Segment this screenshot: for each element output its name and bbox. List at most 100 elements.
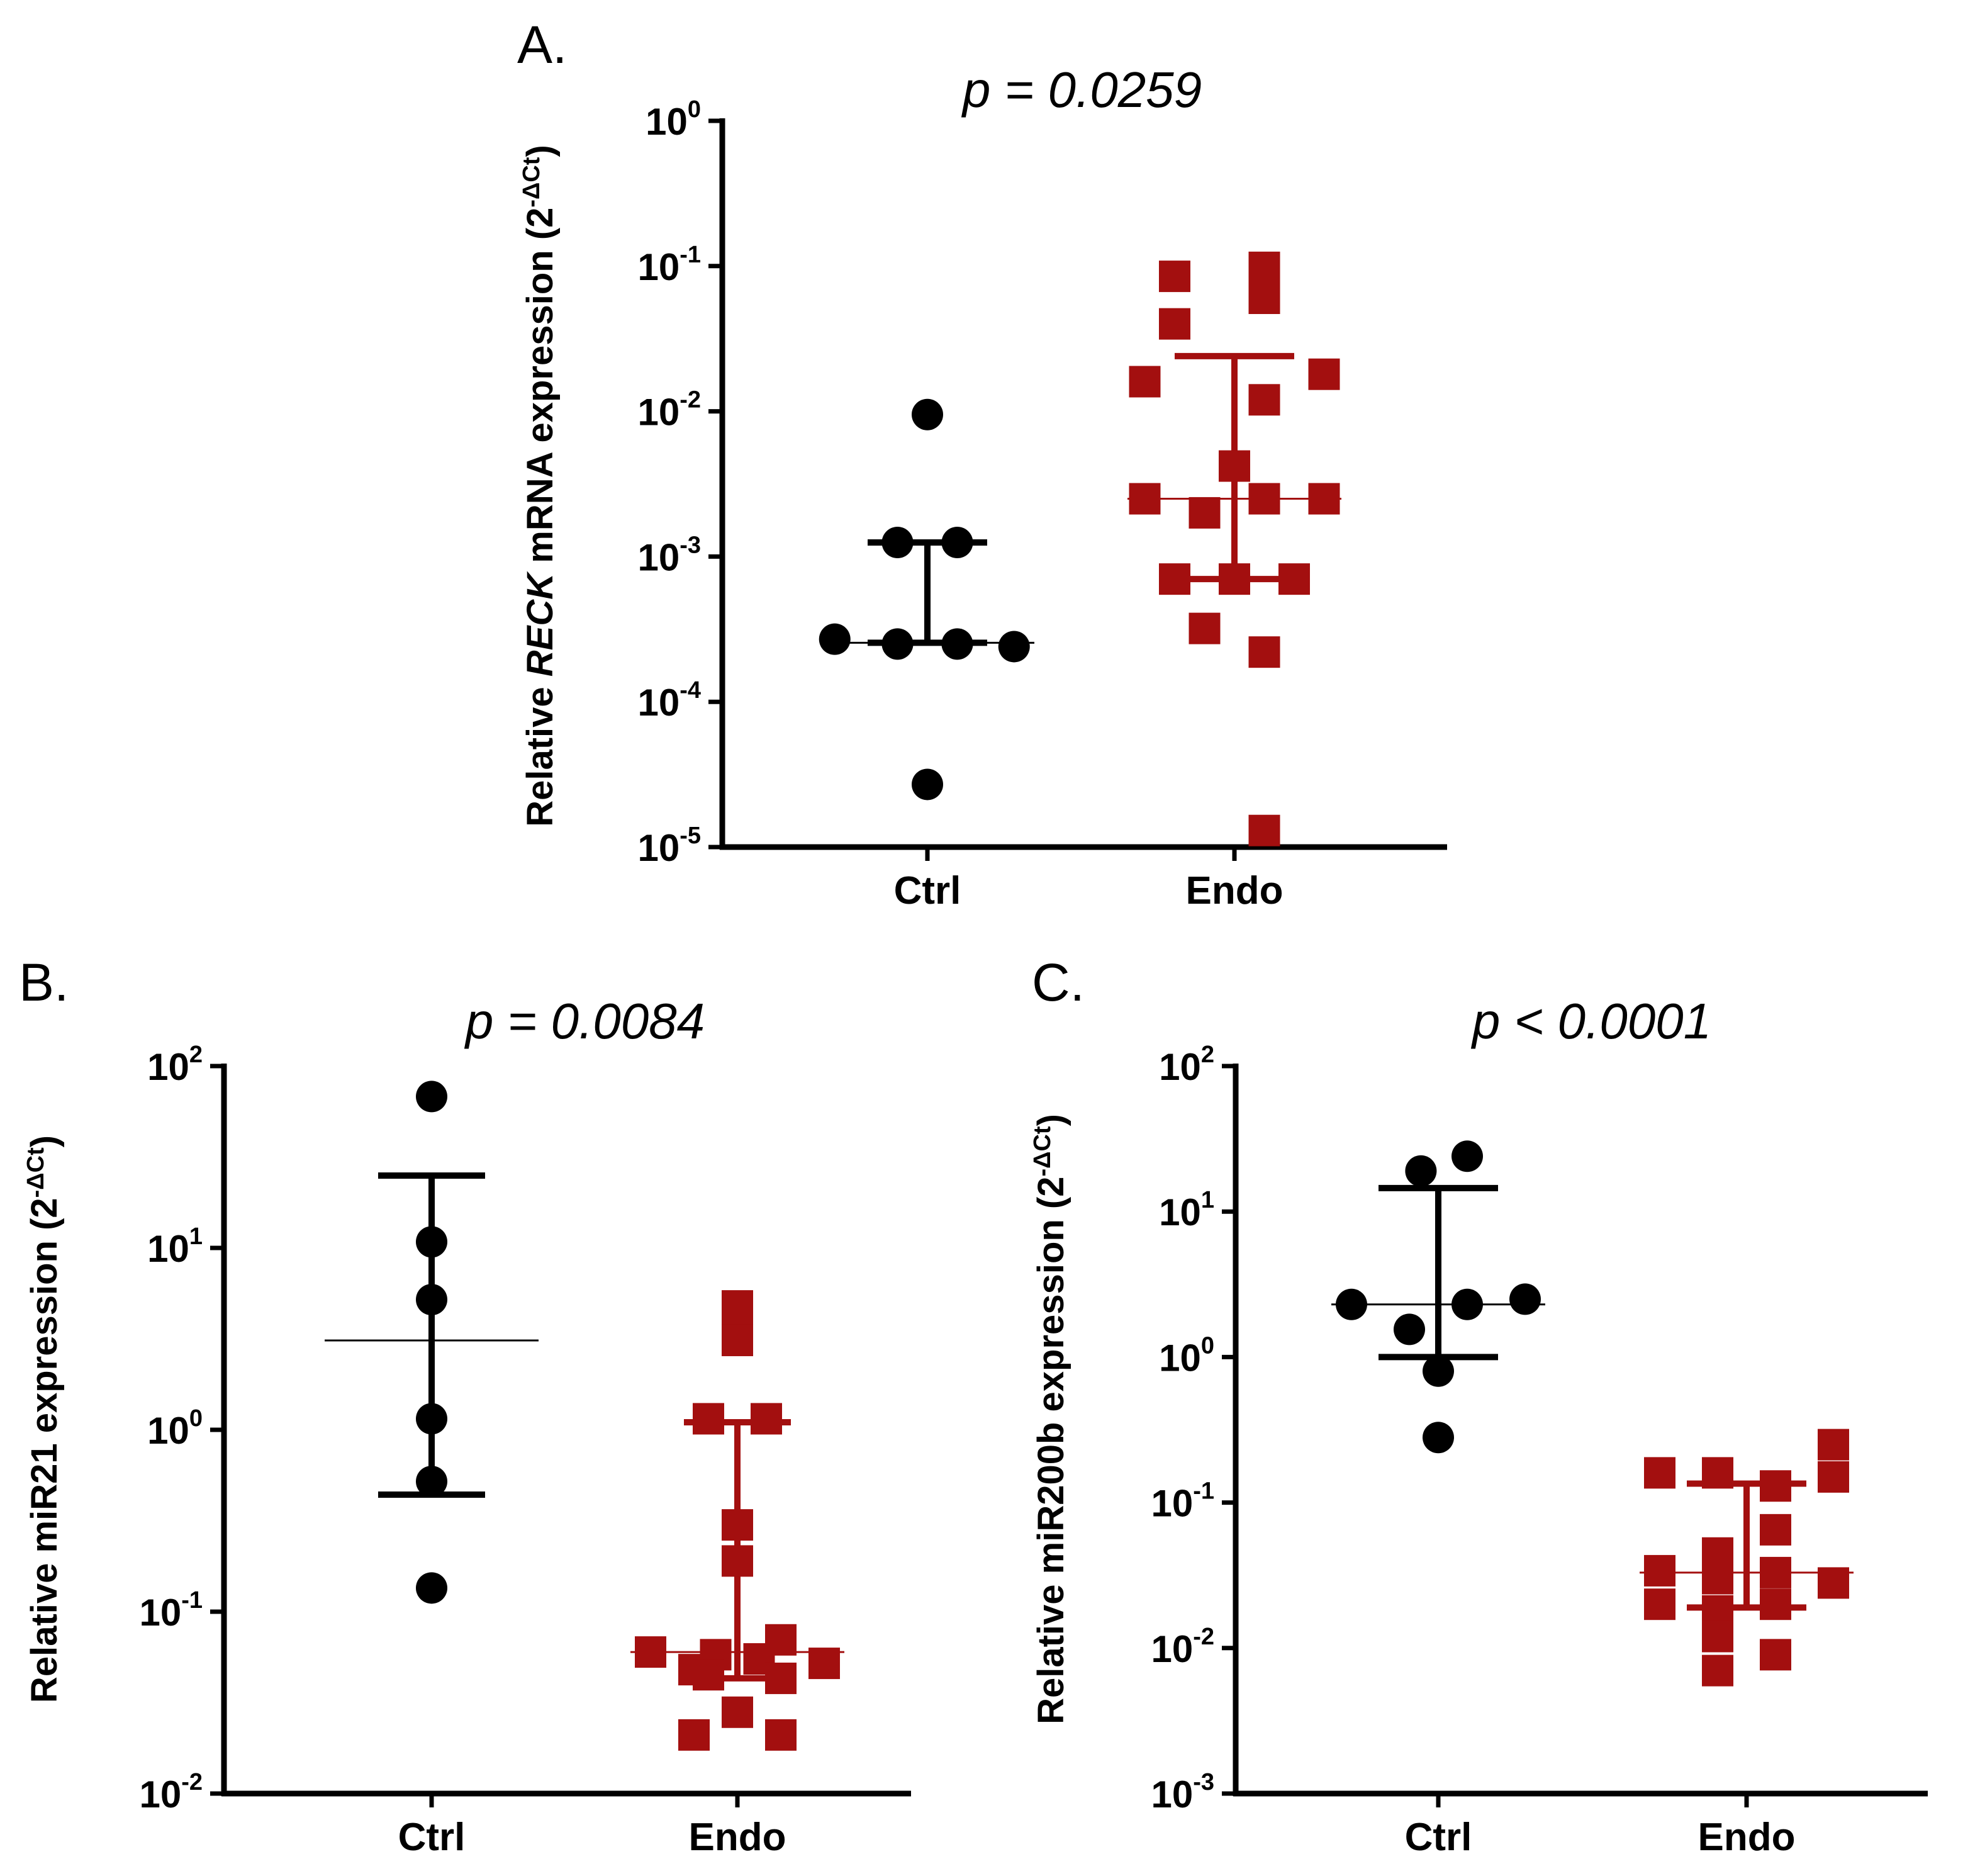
y-tick-label: 10-1	[139, 1587, 203, 1634]
data-point-endo	[765, 1719, 797, 1751]
data-point-endo	[1278, 563, 1310, 595]
data-point-endo	[635, 1636, 666, 1668]
panel-a: A. p = 0.0259 Relative RECK mRNA express…	[517, 15, 1447, 913]
panel-b-ylabel: Relative miR21 expression (2-ΔCt)	[23, 1135, 65, 1703]
data-point-endo	[751, 1403, 782, 1435]
data-point-ctrl	[819, 623, 851, 655]
data-point-ctrl	[416, 1081, 447, 1113]
data-point-ctrl	[912, 768, 943, 800]
category-label-endo: Endo	[1698, 1816, 1796, 1859]
data-point-endo	[1760, 1514, 1791, 1546]
data-point-endo	[1159, 261, 1190, 293]
data-point-endo	[722, 1696, 753, 1728]
data-point-endo	[808, 1648, 840, 1680]
data-point-endo	[1818, 1429, 1849, 1461]
y-tick-label: 10-2	[637, 387, 701, 434]
data-point-endo	[1644, 1554, 1675, 1587]
panel-c-ylabel: Relative miR200b expression (2-ΔCt)	[1029, 1114, 1071, 1724]
data-point-endo	[1248, 251, 1280, 283]
data-point-ctrl	[941, 628, 973, 660]
data-point-ctrl	[881, 527, 914, 559]
category-label-endo: Endo	[1186, 869, 1284, 913]
panel-a-letter: A.	[517, 15, 567, 74]
category-label-endo: Endo	[689, 1816, 786, 1859]
data-point-ctrl	[941, 527, 973, 559]
y-tick-label: 10-1	[1151, 1478, 1214, 1525]
data-point-ctrl	[1394, 1313, 1425, 1345]
y-tick-label: 101	[147, 1223, 203, 1270]
panel-c-letter: C.	[1032, 953, 1085, 1012]
data-point-ctrl	[1405, 1155, 1437, 1187]
data-point-endo	[1219, 450, 1250, 482]
data-point-endo	[678, 1719, 710, 1751]
category-label-ctrl: Ctrl	[1405, 1816, 1472, 1859]
data-point-endo	[765, 1662, 797, 1694]
data-point-endo	[1129, 483, 1161, 515]
data-point-endo	[1129, 366, 1161, 398]
category-label-ctrl: Ctrl	[398, 1816, 466, 1859]
y-tick-label: 10-4	[637, 677, 701, 724]
data-point-endo	[1159, 308, 1190, 340]
panel-c: C. p < 0.0001 Relative miR200b expressio…	[1029, 953, 1928, 1859]
panel-c-pvalue: p < 0.0001	[1471, 993, 1711, 1049]
y-tick-label: 100	[147, 1405, 203, 1452]
data-point-endo	[1189, 497, 1221, 529]
data-point-ctrl	[416, 1466, 447, 1498]
panel-a-ylabel: Relative RECK mRNA expression (2-ΔCt)	[518, 145, 561, 827]
panel-b: B. p = 0.0084 Relative miR21 expression …	[19, 953, 911, 1859]
data-point-endo	[1159, 563, 1190, 595]
data-point-ctrl	[1336, 1288, 1367, 1320]
category-label-ctrl: Ctrl	[894, 869, 961, 913]
y-tick-label: 102	[147, 1042, 203, 1088]
data-point-endo	[1760, 1639, 1791, 1671]
data-point-ctrl	[1451, 1288, 1483, 1320]
data-point-endo	[722, 1324, 753, 1356]
data-point-endo	[1189, 612, 1221, 644]
data-point-ctrl	[416, 1226, 447, 1258]
data-point-ctrl	[416, 1572, 447, 1604]
y-tick-label: 10-3	[1151, 1769, 1214, 1816]
y-tick-label: 10-3	[637, 532, 701, 578]
data-point-ctrl	[1423, 1355, 1454, 1387]
data-point-endo	[1702, 1620, 1733, 1653]
data-point-endo	[1760, 1470, 1791, 1502]
data-point-ctrl	[998, 631, 1030, 663]
data-point-ctrl	[1509, 1283, 1541, 1315]
panel-b-pvalue: p = 0.0084	[464, 993, 705, 1049]
data-point-endo	[1248, 814, 1280, 846]
data-point-endo	[1248, 483, 1280, 515]
data-point-endo	[1760, 1588, 1791, 1620]
data-point-endo	[693, 1403, 724, 1435]
data-point-endo	[1219, 563, 1250, 595]
panel-b-letter: B.	[19, 953, 69, 1012]
data-point-endo	[1702, 1563, 1733, 1595]
data-point-endo	[722, 1509, 753, 1541]
data-point-endo	[1308, 483, 1340, 515]
y-tick-label: 10-5	[637, 823, 701, 869]
data-point-endo	[1702, 1654, 1733, 1687]
data-point-endo	[1644, 1588, 1675, 1620]
y-tick-label: 100	[1159, 1332, 1214, 1379]
data-point-endo	[1308, 358, 1340, 390]
data-point-endo	[1702, 1457, 1733, 1489]
data-point-ctrl	[881, 628, 914, 660]
data-point-ctrl	[912, 398, 943, 430]
panel-a-pvalue: p = 0.0259	[961, 62, 1202, 118]
data-point-endo	[693, 1659, 724, 1691]
data-point-endo	[1760, 1556, 1791, 1588]
y-tick-label: 102	[1159, 1042, 1214, 1088]
data-point-endo	[1248, 384, 1280, 416]
y-tick-label: 101	[1159, 1187, 1214, 1233]
data-point-endo	[1248, 283, 1280, 315]
data-point-endo	[1644, 1457, 1675, 1489]
data-point-endo	[1248, 636, 1280, 668]
y-tick-label: 10-2	[1151, 1624, 1214, 1670]
data-point-ctrl	[1451, 1140, 1483, 1172]
data-point-ctrl	[416, 1403, 447, 1435]
y-tick-label: 10-1	[637, 242, 701, 288]
data-point-endo	[1818, 1567, 1849, 1599]
data-point-endo	[1818, 1461, 1849, 1493]
data-point-ctrl	[1423, 1422, 1454, 1454]
y-tick-label: 10-2	[139, 1769, 203, 1816]
